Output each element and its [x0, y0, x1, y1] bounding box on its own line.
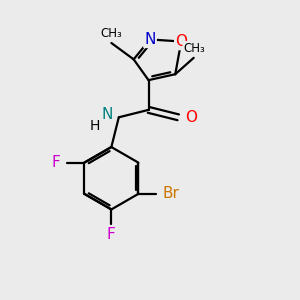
Text: CH₃: CH₃: [183, 42, 205, 55]
Text: O: O: [175, 34, 187, 49]
Text: F: F: [51, 155, 60, 170]
Text: H: H: [89, 118, 100, 133]
Text: O: O: [185, 110, 197, 125]
Text: N: N: [102, 107, 113, 122]
Text: N: N: [144, 32, 156, 47]
Text: F: F: [107, 226, 116, 242]
Text: CH₃: CH₃: [100, 27, 122, 40]
Text: Br: Br: [163, 186, 179, 201]
